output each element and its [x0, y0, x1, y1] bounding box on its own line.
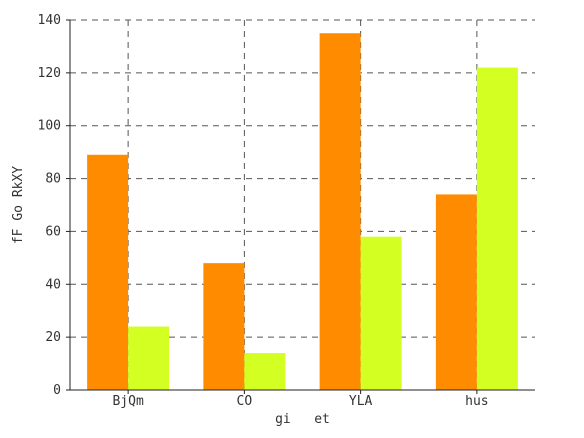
y-tick-label: 100	[38, 119, 61, 134]
y-tick-label: 20	[45, 330, 61, 345]
bar-series-2-yla	[360, 236, 402, 390]
y-tick-label: 120	[38, 66, 61, 81]
x-tick-label: CO	[237, 394, 253, 409]
bar-series-2-hus	[476, 67, 518, 391]
y-axis-label: fF Go RkXY	[11, 166, 26, 244]
y-tick-label: 40	[45, 277, 61, 292]
x-axis-label: gi et	[275, 412, 330, 427]
x-tick-label: BjQm	[112, 394, 143, 409]
bars	[87, 33, 518, 391]
bar-series-2-co	[244, 353, 286, 390]
x-tick-label: hus	[465, 394, 488, 409]
axis-ticks: 0 20 40 60 80 100 120 140 BjQm CO YLA hus	[38, 13, 535, 409]
bar-series-1-bjqm	[87, 154, 129, 390]
bar-series-2-bjqm	[128, 326, 170, 390]
bar-series-1-yla	[319, 33, 361, 390]
bar-series-1-co	[203, 263, 245, 390]
bar-series-1-hus	[435, 194, 477, 390]
y-tick-label: 0	[53, 383, 61, 398]
y-tick-label: 80	[45, 172, 61, 187]
x-tick-label: YLA	[349, 394, 373, 409]
y-tick-label: 140	[38, 13, 61, 28]
y-tick-label: 60	[45, 224, 61, 239]
